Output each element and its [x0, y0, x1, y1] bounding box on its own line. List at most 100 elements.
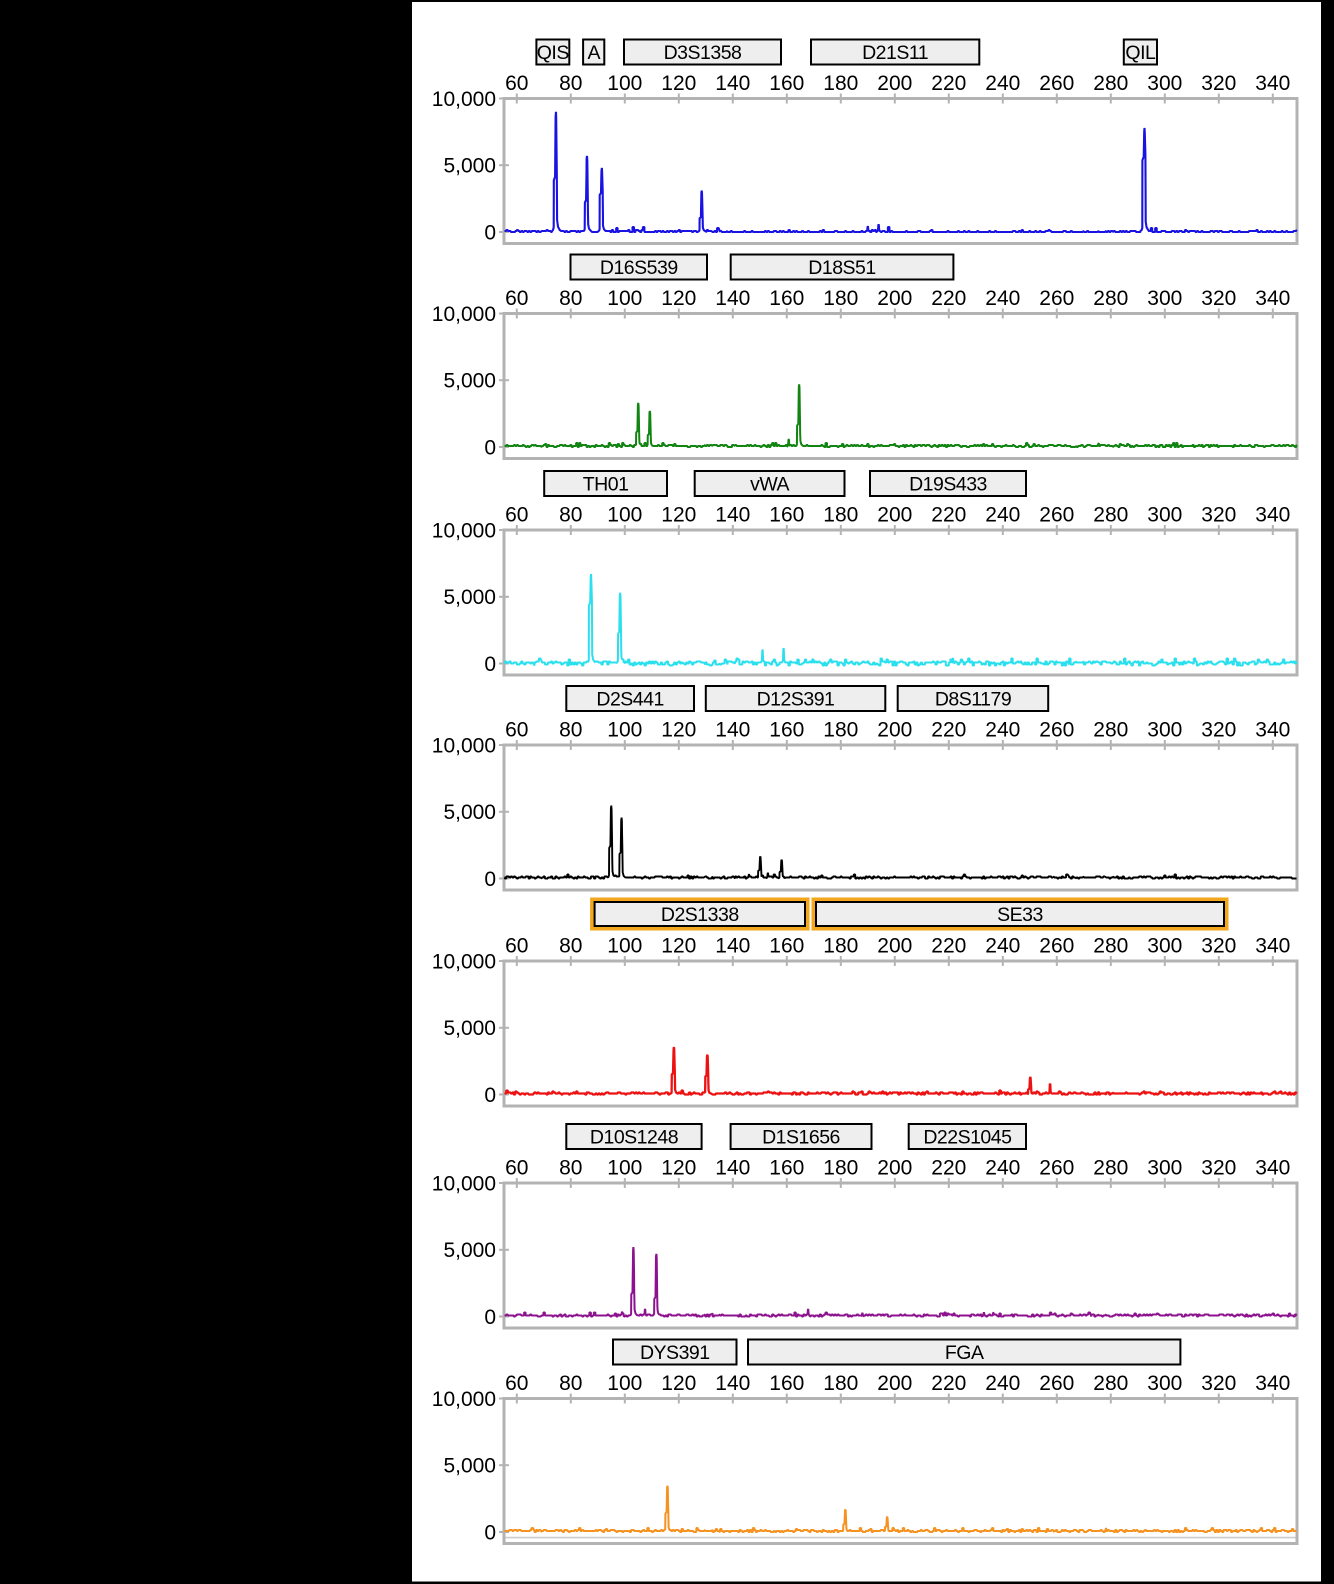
svg-text:320: 320 [1201, 1372, 1236, 1395]
svg-text:300: 300 [1147, 934, 1182, 957]
svg-text:5,000: 5,000 [443, 1455, 496, 1478]
svg-text:300: 300 [1147, 1156, 1182, 1179]
svg-text:320: 320 [1201, 287, 1236, 310]
svg-text:60: 60 [505, 287, 528, 310]
svg-text:FGA: FGA [945, 1342, 984, 1364]
svg-text:0: 0 [484, 1084, 496, 1107]
svg-text:240: 240 [985, 718, 1020, 741]
svg-text:160: 160 [769, 718, 804, 741]
svg-text:220: 220 [931, 718, 966, 741]
svg-text:140: 140 [715, 503, 750, 526]
svg-text:280: 280 [1093, 1372, 1128, 1395]
svg-text:260: 260 [1039, 1156, 1074, 1179]
svg-text:10,000: 10,000 [432, 1172, 496, 1195]
svg-text:120: 120 [661, 934, 696, 957]
svg-text:D8S1179: D8S1179 [935, 689, 1011, 711]
svg-text:D18S51: D18S51 [808, 257, 875, 279]
svg-text:180: 180 [823, 72, 858, 95]
svg-text:10,000: 10,000 [432, 88, 496, 111]
svg-text:320: 320 [1201, 503, 1236, 526]
svg-text:240: 240 [985, 287, 1020, 310]
svg-text:160: 160 [769, 934, 804, 957]
svg-text:220: 220 [931, 287, 966, 310]
svg-text:A: A [587, 42, 600, 64]
svg-text:240: 240 [985, 934, 1020, 957]
svg-text:0: 0 [484, 868, 496, 891]
svg-text:320: 320 [1201, 72, 1236, 95]
svg-text:280: 280 [1093, 72, 1128, 95]
svg-text:140: 140 [715, 1372, 750, 1395]
svg-text:260: 260 [1039, 718, 1074, 741]
svg-text:280: 280 [1093, 718, 1128, 741]
svg-text:60: 60 [505, 934, 528, 957]
svg-text:0: 0 [484, 653, 496, 676]
svg-text:200: 200 [877, 72, 912, 95]
svg-text:100: 100 [607, 1156, 642, 1179]
svg-text:220: 220 [931, 1156, 966, 1179]
svg-text:160: 160 [769, 287, 804, 310]
svg-text:140: 140 [715, 287, 750, 310]
svg-text:260: 260 [1039, 287, 1074, 310]
svg-text:160: 160 [769, 1372, 804, 1395]
svg-text:10,000: 10,000 [432, 1388, 496, 1411]
svg-text:100: 100 [607, 718, 642, 741]
svg-text:340: 340 [1255, 718, 1290, 741]
svg-text:140: 140 [715, 72, 750, 95]
svg-text:QIL: QIL [1125, 42, 1156, 64]
svg-text:220: 220 [931, 72, 966, 95]
svg-text:vWA: vWA [750, 474, 789, 496]
svg-text:0: 0 [484, 436, 496, 459]
svg-text:D3S1358: D3S1358 [664, 42, 742, 64]
svg-text:220: 220 [931, 934, 966, 957]
svg-text:200: 200 [877, 718, 912, 741]
svg-text:10,000: 10,000 [432, 303, 496, 326]
svg-text:5,000: 5,000 [443, 1017, 496, 1040]
svg-text:260: 260 [1039, 503, 1074, 526]
svg-text:5,000: 5,000 [443, 1239, 496, 1262]
svg-text:100: 100 [607, 72, 642, 95]
svg-text:180: 180 [823, 503, 858, 526]
svg-text:5,000: 5,000 [443, 370, 496, 393]
svg-text:80: 80 [559, 934, 582, 957]
svg-text:260: 260 [1039, 72, 1074, 95]
svg-text:80: 80 [559, 503, 582, 526]
svg-text:TH01: TH01 [583, 474, 629, 496]
svg-text:0: 0 [484, 1306, 496, 1329]
svg-text:60: 60 [505, 1156, 528, 1179]
svg-text:D10S1248: D10S1248 [590, 1127, 678, 1149]
svg-text:180: 180 [823, 718, 858, 741]
svg-text:280: 280 [1093, 934, 1128, 957]
svg-text:100: 100 [607, 287, 642, 310]
svg-text:200: 200 [877, 934, 912, 957]
svg-text:300: 300 [1147, 287, 1182, 310]
svg-text:100: 100 [607, 1372, 642, 1395]
svg-text:5,000: 5,000 [443, 801, 496, 824]
svg-text:5,000: 5,000 [443, 155, 496, 178]
svg-text:180: 180 [823, 1372, 858, 1395]
svg-text:D22S1045: D22S1045 [923, 1127, 1012, 1149]
svg-text:280: 280 [1093, 1156, 1128, 1179]
svg-text:220: 220 [931, 1372, 966, 1395]
svg-text:100: 100 [607, 503, 642, 526]
svg-text:0: 0 [484, 221, 496, 244]
svg-text:140: 140 [715, 718, 750, 741]
svg-text:80: 80 [559, 718, 582, 741]
svg-text:160: 160 [769, 503, 804, 526]
svg-text:340: 340 [1255, 72, 1290, 95]
svg-text:10,000: 10,000 [432, 734, 496, 757]
svg-text:160: 160 [769, 1156, 804, 1179]
svg-text:10,000: 10,000 [432, 950, 496, 973]
svg-text:300: 300 [1147, 1372, 1182, 1395]
svg-text:DYS391: DYS391 [640, 1342, 710, 1364]
svg-text:60: 60 [505, 718, 528, 741]
svg-text:80: 80 [559, 1372, 582, 1395]
svg-text:80: 80 [559, 72, 582, 95]
svg-text:140: 140 [715, 934, 750, 957]
svg-text:120: 120 [661, 1372, 696, 1395]
svg-text:60: 60 [505, 503, 528, 526]
svg-text:120: 120 [661, 718, 696, 741]
svg-text:120: 120 [661, 503, 696, 526]
svg-text:60: 60 [505, 1372, 528, 1395]
svg-text:340: 340 [1255, 1372, 1290, 1395]
svg-text:340: 340 [1255, 503, 1290, 526]
